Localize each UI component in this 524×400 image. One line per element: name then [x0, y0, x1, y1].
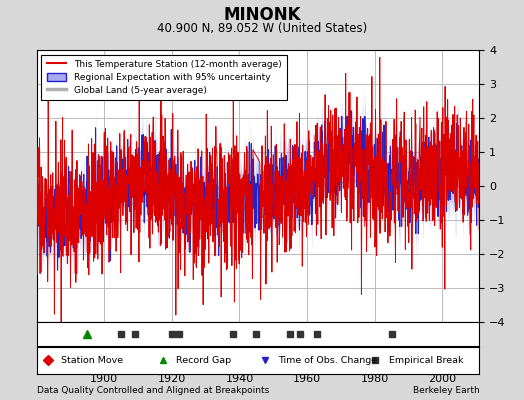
- Text: Empirical Break: Empirical Break: [389, 356, 463, 365]
- Text: 40.900 N, 89.052 W (United States): 40.900 N, 89.052 W (United States): [157, 22, 367, 35]
- Text: Berkeley Earth: Berkeley Earth: [413, 386, 479, 395]
- Legend: This Temperature Station (12-month average), Regional Expectation with 95% uncer: This Temperature Station (12-month avera…: [41, 54, 287, 100]
- Text: Data Quality Controlled and Aligned at Breakpoints: Data Quality Controlled and Aligned at B…: [37, 386, 269, 395]
- Text: MINONK: MINONK: [223, 6, 301, 24]
- Text: Station Move: Station Move: [61, 356, 123, 365]
- Text: Time of Obs. Change: Time of Obs. Change: [278, 356, 377, 365]
- Text: Record Gap: Record Gap: [176, 356, 231, 365]
